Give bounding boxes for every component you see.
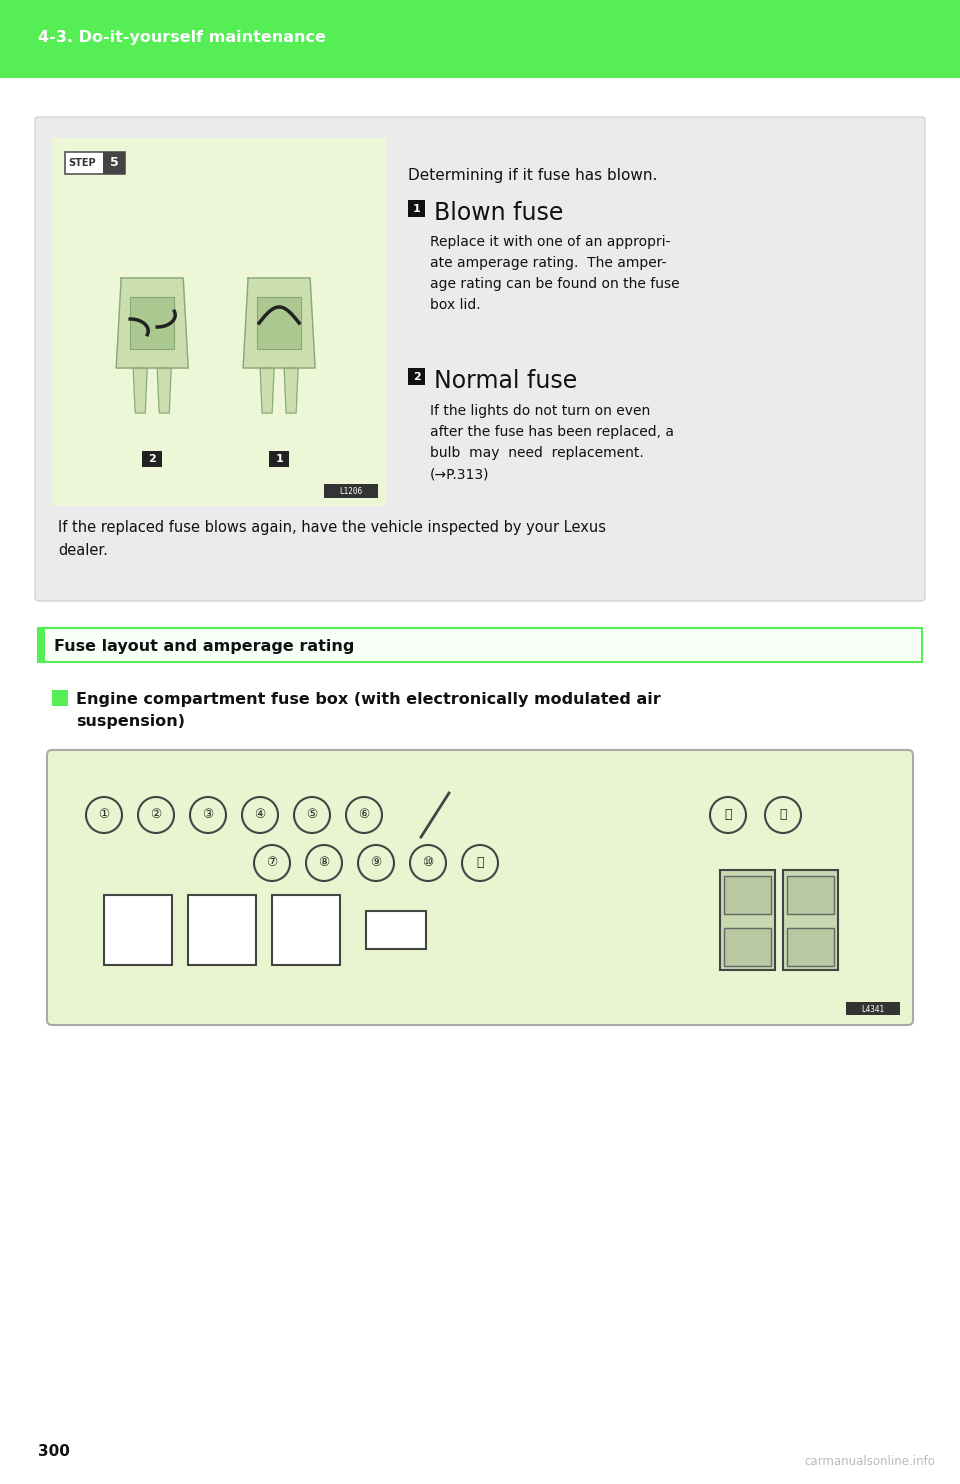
Bar (724, 928, 771, 966)
Bar (0, 0, 960, 79)
Bar (846, 1002, 900, 1015)
Bar (324, 484, 378, 499)
Text: ⑧: ⑧ (319, 856, 329, 870)
Text: ⑩: ⑩ (422, 856, 434, 870)
Text: ⑫: ⑫ (724, 809, 732, 822)
Text: Replace it with one of an appropri-
ate amperage rating.  The amper-
age rating : Replace it with one of an appropri- ate … (430, 234, 680, 313)
Bar (65, 151, 125, 174)
Text: ③: ③ (203, 809, 214, 822)
Bar (103, 151, 125, 174)
Text: Fuse layout and amperage rating: Fuse layout and amperage rating (54, 638, 354, 653)
Bar (52, 138, 386, 506)
Polygon shape (260, 368, 275, 413)
Polygon shape (116, 278, 188, 368)
Text: ⑥: ⑥ (358, 809, 370, 822)
Text: Normal fuse: Normal fuse (434, 370, 577, 393)
Text: ⑦: ⑦ (266, 856, 277, 870)
Text: ①: ① (98, 809, 109, 822)
Text: Determining if it fuse has blown.: Determining if it fuse has blown. (408, 168, 658, 183)
Polygon shape (157, 368, 171, 413)
Bar (269, 451, 289, 467)
Text: If the lights do not turn on even
after the fuse has been replaced, a
bulb  may : If the lights do not turn on even after … (430, 404, 674, 481)
Text: Blown fuse: Blown fuse (434, 200, 564, 226)
Text: If the replaced fuse blows again, have the vehicle inspected by your Lexus
deale: If the replaced fuse blows again, have t… (58, 519, 606, 558)
Text: 2: 2 (413, 371, 420, 381)
Text: suspension): suspension) (76, 714, 185, 729)
Text: ⑪: ⑪ (476, 856, 484, 870)
Text: 2: 2 (149, 454, 156, 464)
Text: L1206: L1206 (340, 488, 363, 497)
Text: L4341: L4341 (861, 1005, 884, 1014)
Text: STEP: STEP (68, 157, 96, 168)
Bar (52, 690, 68, 706)
FancyBboxPatch shape (35, 117, 925, 601)
Text: ②: ② (151, 809, 161, 822)
Bar (787, 876, 834, 914)
Bar (142, 451, 162, 467)
Text: ④: ④ (254, 809, 266, 822)
Text: ⑨: ⑨ (371, 856, 382, 870)
Bar (188, 895, 256, 965)
Text: 300: 300 (38, 1444, 70, 1459)
Bar (366, 911, 426, 948)
Text: 5: 5 (109, 156, 118, 169)
Bar (104, 895, 172, 965)
FancyBboxPatch shape (47, 749, 913, 1025)
Bar (38, 628, 922, 662)
Bar (408, 368, 425, 384)
Text: ⑤: ⑤ (306, 809, 318, 822)
Polygon shape (284, 368, 299, 413)
Bar (787, 928, 834, 966)
Bar (131, 297, 174, 349)
Text: 1: 1 (413, 203, 420, 214)
Bar (272, 895, 340, 965)
Polygon shape (243, 278, 315, 368)
Polygon shape (133, 368, 147, 413)
Text: 4-3. Do-it-yourself maintenance: 4-3. Do-it-yourself maintenance (38, 30, 325, 45)
Text: carmanualsonline.info: carmanualsonline.info (804, 1454, 935, 1468)
Bar (724, 876, 771, 914)
Bar (257, 297, 301, 349)
Bar (720, 870, 775, 971)
Text: 1: 1 (276, 454, 283, 464)
Text: ⑬: ⑬ (780, 809, 787, 822)
Bar (408, 200, 425, 217)
Text: Engine compartment fuse box (with electronically modulated air: Engine compartment fuse box (with electr… (76, 692, 660, 706)
Bar (783, 870, 838, 971)
Bar (38, 628, 45, 662)
